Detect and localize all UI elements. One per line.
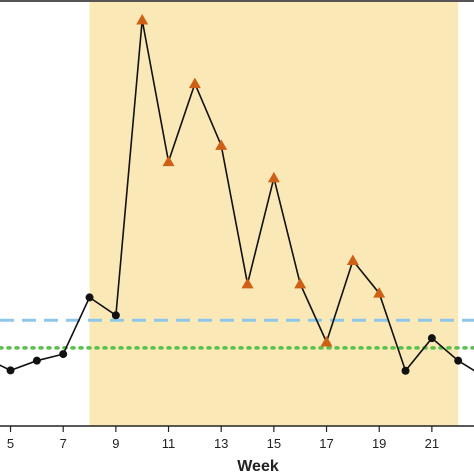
data-point-circle <box>59 350 68 359</box>
data-point-circle <box>401 366 410 375</box>
data-point-triangle <box>346 254 359 266</box>
data-point-triangle <box>215 139 228 150</box>
data-point-triangle <box>136 14 149 25</box>
x-tick-label: 13 <box>214 436 228 451</box>
data-point-triangle <box>188 77 201 89</box>
x-tick-label: 5 <box>7 436 14 451</box>
x-tick-label: 11 <box>162 436 176 451</box>
data-point-circle <box>32 356 41 365</box>
x-tick-label: 7 <box>60 436 67 451</box>
x-tick-label: 17 <box>319 436 333 451</box>
x-tick-label: 21 <box>425 436 439 451</box>
data-point-circle <box>6 366 15 375</box>
data-point-triangle <box>162 155 175 167</box>
data-point-triangle <box>267 171 280 183</box>
data-point-triangle <box>320 336 333 347</box>
x-axis-title: Week <box>237 458 279 474</box>
data-point-triangle <box>373 287 386 298</box>
data-point-circle <box>85 293 94 302</box>
data-point-circle <box>454 356 463 365</box>
x-tick-label: 15 <box>267 436 281 451</box>
data-point-triangle <box>241 277 254 289</box>
data-point-triangle <box>294 277 307 289</box>
x-tick-label: 9 <box>112 436 119 451</box>
series-line <box>0 19 474 373</box>
data-point-circle <box>427 334 436 343</box>
data-point-circle <box>111 311 120 320</box>
x-tick-label: 19 <box>372 436 386 451</box>
